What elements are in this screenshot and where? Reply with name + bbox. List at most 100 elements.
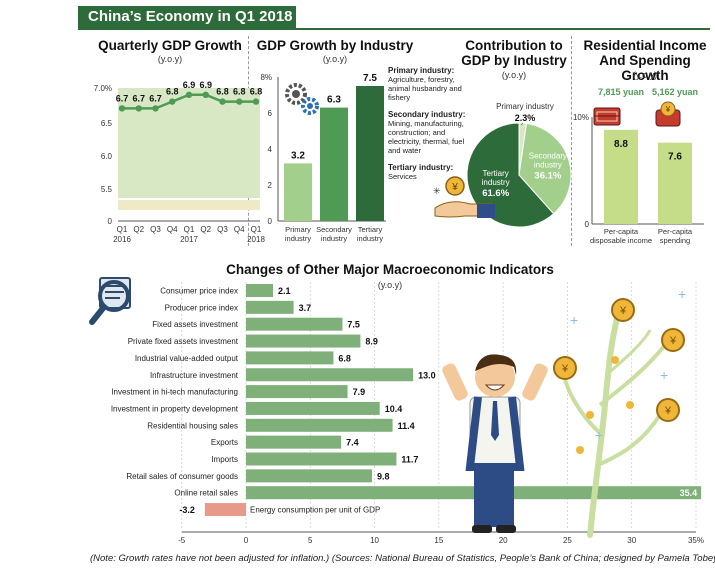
note-body: Agriculture, forestry, animal husbandry … (388, 75, 462, 102)
indicator-label: Industrial value-added output (135, 354, 239, 363)
indicator-bar (246, 284, 273, 297)
y-tick-label: 4 (268, 145, 273, 154)
indicator-bar (246, 317, 343, 331)
y-tick-label: 7.0% (94, 84, 112, 93)
svg-text:¥: ¥ (664, 405, 672, 417)
banner-rule (78, 28, 710, 30)
industry-tick-label: industry (357, 234, 384, 243)
industry-bar-label: 7.5 (363, 73, 377, 84)
gdp-point (236, 98, 243, 105)
pie-slice-label: 61.6% (482, 188, 509, 199)
note-head: Secondary industry: (388, 110, 466, 119)
gdp-point (135, 105, 142, 112)
macro-indicators-chart: -5 0 5 10 15 20 25 30 35% Consumer price index 2.1… (111, 282, 704, 545)
indicator-label: Residential housing sales (147, 421, 238, 430)
x-tick-label: 25 (563, 536, 572, 545)
footnote: (Note: Growth rates have not been adjust… (90, 553, 715, 564)
svg-text:+: + (595, 427, 603, 443)
residential-subtitle: (y.o.y) (632, 70, 658, 80)
indicator-value: 35.4 (680, 488, 698, 498)
indicator-bar-negative (204, 503, 246, 517)
indicator-label: Producer price index (165, 303, 238, 312)
svg-text:¥: ¥ (451, 182, 458, 193)
indicator-value: 7.9 (353, 387, 366, 397)
indicator-label: Exports (211, 438, 238, 447)
gdp-data-label: 6.8 (216, 87, 229, 97)
residential-tick-label: disposable income (590, 236, 652, 245)
indicator-value: -3.2 (179, 505, 195, 515)
contribution-pie: Primary industry2.3%Secondaryindustry36.… (466, 102, 572, 228)
contribution-title: Contribution to GDP by Industry (461, 38, 567, 68)
gdp-point (219, 98, 226, 105)
x-tick-label: Q3 (217, 225, 228, 234)
svg-text:✳: ✳ (433, 186, 441, 196)
indicator-bar (246, 385, 348, 399)
industry-bar-label: 6.3 (327, 95, 341, 106)
indicator-label: Online retail sales (174, 489, 238, 498)
x-tick-year: 2018 (247, 235, 265, 244)
residential-bar-label: 8.8 (614, 139, 628, 150)
indicator-label: Private fixed assets investment (128, 337, 239, 346)
residential-tick-label: Per-capita (658, 227, 693, 236)
pie-slice-name: Secondary (529, 151, 567, 160)
gdp-data-label: 6.9 (199, 80, 212, 90)
area-fill (118, 88, 260, 198)
gdp-point (185, 91, 193, 98)
coin-icon: ¥ (661, 328, 685, 352)
svg-text:+: + (570, 312, 578, 328)
panel-divider (571, 36, 572, 246)
x-tick-label: 5 (308, 536, 313, 545)
businessman-money-tree-illustration: ¥ ¥ ¥ ¥ + + + + (442, 286, 686, 538)
pie-slice-name: Tertiary (483, 169, 509, 178)
indicator-label: Investment in hi-tech manufacturing (111, 388, 238, 397)
indicator-value: 3.7 (299, 303, 312, 313)
indicator-label: Investment in property development (111, 404, 239, 413)
industry-growth-chart: 8%64203.2Primaryindustry6.3Secondaryindu… (260, 73, 386, 243)
indicator-value: 6.8 (338, 353, 351, 363)
gdp-point (169, 98, 176, 105)
pie-slice-name: industry (482, 178, 510, 187)
industry-tick-label: Tertiary (358, 225, 383, 234)
indicator-bar (246, 401, 380, 415)
note-body: Services (388, 172, 417, 181)
note-body: Mining, manufacturing, construction; and… (388, 119, 465, 155)
x-tick-label: Q2 (200, 225, 211, 234)
industry-notes: Primary industry: Agriculture, forestry,… (388, 66, 468, 181)
industry-growth-title: GDP Growth by Industry (256, 38, 414, 53)
industry-tick-label: Primary (285, 225, 311, 234)
indicator-label: Imports (211, 455, 238, 464)
cash-stack-icon (593, 107, 621, 126)
gdp-point (152, 105, 159, 112)
x-tick-year: 2016 (113, 235, 131, 244)
y-tick-label: 0 (108, 217, 113, 226)
svg-text:+: + (660, 367, 668, 383)
svg-text:+: + (678, 286, 686, 302)
x-tick-label: Q3 (150, 225, 161, 234)
coin-icon: ¥ (553, 356, 577, 380)
gdp-data-label: 6.9 (183, 80, 196, 90)
gdp-point (118, 105, 126, 112)
y-tick-label: 5.5 (101, 185, 113, 194)
macro-title: Changes of Other Major Macroeconomic Ind… (226, 262, 554, 277)
residential-title: Residential Income And Spending Growth (583, 38, 707, 83)
indicator-label: Fixed assets investment (152, 320, 239, 329)
x-tick-label: -5 (178, 536, 186, 545)
residential-bar (604, 129, 638, 224)
gdp-data-label: 6.7 (132, 93, 145, 103)
x-tick-label: 30 (627, 536, 636, 545)
y-tick-label: 8% (260, 73, 272, 82)
residential-amount: 7,815 yuan (598, 87, 644, 97)
y-tick-label: 0 (585, 220, 590, 229)
industry-growth-subtitle: (y.o.y) (322, 54, 348, 64)
indicator-bar (246, 368, 414, 382)
note-head: Tertiary industry: (388, 163, 454, 172)
pie-slice (466, 122, 555, 228)
indicator-bar (246, 435, 342, 449)
coin-icon: ¥ (611, 298, 635, 322)
indicator-bar (246, 469, 372, 483)
pie-slice (518, 122, 572, 215)
residential-tick-label: Per-capita (604, 227, 639, 236)
pie-slice-label: 2.3% (515, 113, 536, 123)
x-tick-year: 2017 (180, 235, 198, 244)
indicator-value: 7.5 (347, 320, 360, 330)
